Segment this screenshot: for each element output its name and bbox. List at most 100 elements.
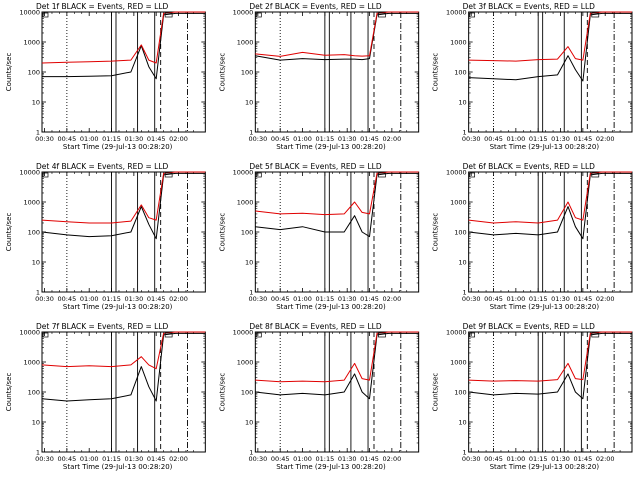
series-events-line: [468, 332, 632, 400]
x-tick-label: 01:00: [506, 455, 525, 463]
y-axis-label: Counts/sec: [5, 53, 13, 92]
panel-title: Det 5f BLACK = Events, RED = LLD: [249, 162, 382, 171]
x-tick-label: 00:30: [35, 135, 54, 143]
detector-panel-6: Det 6f BLACK = Events, RED = LLD 1 10 100 10…: [432, 162, 633, 311]
x-tick-label: 02:00: [596, 455, 615, 463]
x-tick-label: 01:30: [124, 455, 143, 463]
x-tick-label: 01:30: [338, 455, 357, 463]
x-tick-label: 02:00: [596, 135, 615, 143]
x-tick-label: 00:45: [271, 295, 290, 303]
detector-panel-4: Det 4f BLACK = Events, RED = LLD 1 10 100 10…: [5, 162, 206, 311]
x-tick-label: 01:30: [551, 295, 570, 303]
attenuator-marker-box: [164, 172, 173, 178]
x-axis-label: Start Time (29-Jul-13 00:28:20): [276, 303, 386, 311]
attenuator-marker-box: [378, 12, 386, 18]
x-tick-label: 01:00: [80, 455, 99, 463]
y-tick-label: 10000: [233, 329, 254, 337]
x-tick-label: 00:45: [57, 295, 76, 303]
x-tick-label: 01:15: [529, 135, 548, 143]
x-tick-label: 00:45: [271, 455, 290, 463]
x-tick-label: 01:45: [360, 455, 379, 463]
y-tick-label: 100: [28, 69, 40, 77]
y-tick-label: 1: [463, 449, 467, 457]
x-tick-label: 01:45: [147, 295, 166, 303]
x-tick-label: 02:00: [382, 295, 401, 303]
y-axis-label: Counts/sec: [432, 373, 440, 412]
y-tick-label: 100: [454, 229, 466, 237]
x-tick-label: 01:00: [506, 295, 525, 303]
x-tick-label: 01:15: [529, 455, 548, 463]
attenuator-marker-box: [591, 332, 600, 338]
x-tick-label: 01:00: [293, 455, 312, 463]
x-tick-label: 01:15: [102, 295, 121, 303]
x-tick-label: 00:30: [248, 295, 267, 303]
corner-marker-box: [469, 12, 476, 18]
series-events-line: [468, 12, 632, 82]
y-axis-label: Counts/sec: [218, 373, 226, 412]
series-events-line: [255, 332, 419, 400]
y-tick-label: 100: [241, 389, 253, 397]
y-tick-label: 1: [36, 129, 40, 137]
panel-title: Det 8f BLACK = Events, RED = LLD: [249, 322, 382, 331]
y-tick-label: 10000: [233, 9, 254, 17]
y-axis-label: Counts/sec: [218, 53, 226, 92]
y-tick-label: 10: [245, 419, 253, 427]
attenuator-marker-box: [591, 172, 600, 178]
y-tick-label: 1: [36, 449, 40, 457]
x-tick-label: 01:30: [124, 295, 143, 303]
x-tick-label: 00:30: [462, 135, 481, 143]
y-tick-label: 100: [454, 389, 466, 397]
y-tick-label: 1000: [450, 359, 467, 367]
series-events-line: [468, 172, 632, 240]
x-tick-label: 01:30: [124, 135, 143, 143]
x-tick-label: 00:30: [35, 455, 54, 463]
series-events-line: [255, 172, 419, 238]
series-events-line: [255, 12, 419, 61]
y-tick-label: 1000: [23, 359, 40, 367]
x-tick-label: 01:00: [80, 295, 99, 303]
x-tick-label: 01:45: [360, 295, 379, 303]
x-tick-label: 01:45: [573, 455, 592, 463]
y-tick-label: 10: [458, 419, 466, 427]
series-events-line: [42, 12, 206, 80]
y-tick-label: 10: [32, 419, 40, 427]
y-axis-label: Counts/sec: [432, 213, 440, 252]
corner-marker-box: [42, 172, 49, 178]
attenuator-marker-box: [164, 332, 173, 338]
detector-panel-3: Det 3f BLACK = Events, RED = LLD 1 10 100 10…: [432, 2, 633, 151]
x-tick-label: 01:45: [360, 135, 379, 143]
y-tick-label: 10: [32, 99, 40, 107]
panel-title: Det 9f BLACK = Events, RED = LLD: [463, 322, 596, 331]
y-tick-label: 10: [458, 99, 466, 107]
x-axis-label: Start Time (29-Jul-13 00:28:20): [276, 143, 386, 151]
panel-title: Det 4f BLACK = Events, RED = LLD: [36, 162, 169, 171]
x-tick-label: 02:00: [169, 455, 188, 463]
x-axis-label: Start Time (29-Jul-13 00:28:20): [490, 463, 600, 471]
y-tick-label: 1000: [450, 39, 467, 47]
x-axis-label: Start Time (29-Jul-13 00:28:20): [63, 303, 173, 311]
y-axis-label: Counts/sec: [432, 53, 440, 92]
y-tick-label: 1000: [237, 39, 254, 47]
y-tick-label: 100: [28, 229, 40, 237]
x-tick-label: 00:30: [35, 295, 54, 303]
y-tick-label: 1000: [23, 199, 40, 207]
y-tick-label: 1000: [23, 39, 40, 47]
x-tick-label: 01:15: [315, 135, 334, 143]
attenuator-marker-box: [378, 172, 386, 178]
y-tick-label: 10: [245, 99, 253, 107]
x-axis-label: Start Time (29-Jul-13 00:28:20): [63, 463, 173, 471]
x-tick-label: 01:30: [338, 135, 357, 143]
x-tick-label: 00:45: [271, 135, 290, 143]
corner-marker-box: [255, 172, 262, 178]
corner-marker-box: [469, 332, 476, 338]
y-axis-label: Counts/sec: [218, 213, 226, 252]
y-axis-label: Counts/sec: [5, 213, 13, 252]
x-tick-label: 02:00: [169, 295, 188, 303]
y-tick-label: 1: [463, 129, 467, 137]
x-axis-label: Start Time (29-Jul-13 00:28:20): [276, 463, 386, 471]
x-tick-label: 01:00: [80, 135, 99, 143]
y-tick-label: 1: [249, 289, 253, 297]
x-tick-label: 01:45: [147, 455, 166, 463]
corner-marker-box: [42, 332, 49, 338]
x-tick-label: 01:45: [573, 295, 592, 303]
